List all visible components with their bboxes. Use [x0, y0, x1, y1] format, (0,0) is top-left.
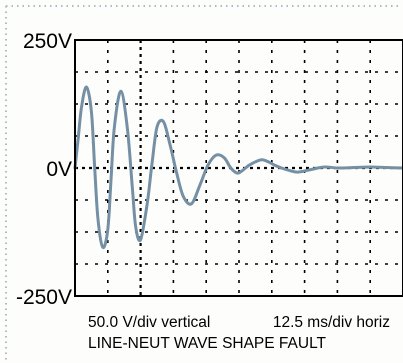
horizontal-scale-caption: 12.5 ms/div horiz [273, 314, 390, 331]
fault-caption: LINE-NEUT WAVE SHAPE FAULT [88, 335, 327, 352]
trace [73, 85, 403, 250]
y-tick-label-top: 250V [23, 30, 72, 53]
y-tick-label-zero: 0V [46, 158, 72, 181]
y-tick-label-bottom: -250V [16, 286, 72, 309]
plot-frame [74, 39, 403, 297]
waveform-series-line [73, 85, 403, 250]
vertical-scale-caption: 50.0 V/div vertical [88, 314, 210, 331]
